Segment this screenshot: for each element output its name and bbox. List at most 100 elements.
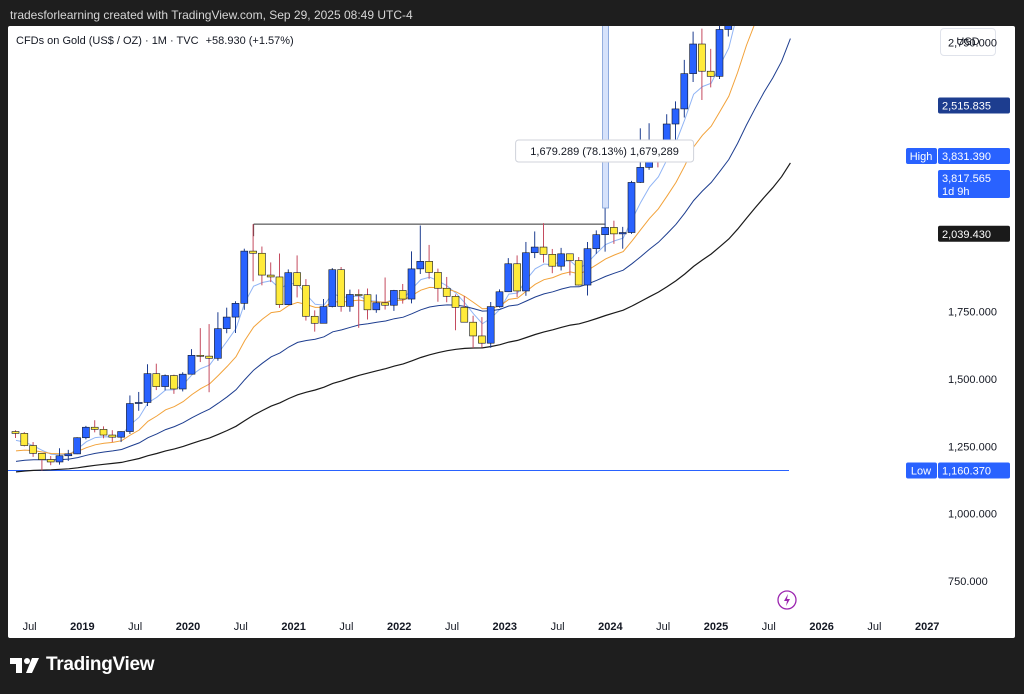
candle-body: [636, 167, 645, 183]
candle-body: [143, 373, 152, 403]
price-chart[interactable]: 4,500.0004,250.0004,000.0003,500.0002,75…: [8, 26, 1015, 638]
chart-credit: tradesforlearning created with TradingVi…: [10, 8, 413, 22]
tradingview-brand[interactable]: TradingView: [10, 654, 155, 676]
candle-body: [328, 269, 337, 307]
x-tick-label: 2020: [176, 621, 200, 633]
candle-body: [266, 274, 275, 278]
candle-body: [372, 302, 381, 311]
candle-body: [73, 437, 81, 455]
candle-body: [90, 426, 99, 430]
candle-body: [689, 43, 697, 74]
price-label: 1,160.370: [942, 465, 991, 477]
candle-body: [258, 252, 266, 276]
candle-body: [170, 375, 178, 390]
candle-body: [680, 73, 689, 110]
candle-body: [425, 261, 433, 273]
y-tick-label: 2,750.000: [948, 37, 997, 49]
candle-body: [504, 263, 513, 293]
x-tick-label: 2025: [704, 621, 728, 633]
x-tick-label: 2026: [809, 621, 833, 633]
candle-body: [82, 426, 90, 439]
x-tick-label: 2019: [70, 621, 94, 633]
x-tick-label: Jul: [339, 621, 353, 633]
candle-body: [20, 433, 29, 446]
candle-body: [64, 453, 73, 457]
price-tag-label: Low: [911, 465, 931, 477]
symbol-title: CFDs on Gold (US$ / OZ) · 1M · TVC: [16, 35, 199, 47]
x-tick-label: Jul: [445, 621, 459, 633]
candle-body: [495, 291, 504, 307]
candle-body: [618, 232, 627, 235]
chart-panel[interactable]: CFDs on Gold (US$ / OZ) · 1M · TVC +58.9…: [8, 26, 1015, 638]
candle-body: [451, 296, 460, 308]
candle-body: [390, 290, 398, 306]
candle-body: [152, 373, 161, 387]
candle-body: [724, 26, 733, 30]
candle-body: [214, 328, 222, 359]
lightning-glyph-icon: [784, 594, 790, 606]
candle-body: [284, 272, 293, 305]
candle-body: [416, 261, 425, 270]
candle-body: [557, 253, 565, 267]
candle-body: [601, 227, 609, 235]
candle-body: [610, 227, 618, 235]
price-label: 2,515.835: [942, 100, 991, 112]
candle-body: [592, 234, 601, 249]
measure-range: [602, 26, 609, 209]
x-tick-label: 2024: [598, 621, 623, 633]
moving-average-line: [15, 26, 735, 456]
y-tick-label: 1,000.000: [948, 509, 997, 521]
candle-body: [222, 316, 231, 329]
candle-body: [698, 43, 706, 72]
y-tick-label: 1,250.000: [948, 441, 997, 453]
candle-body: [240, 250, 249, 304]
candle-body: [187, 355, 196, 375]
x-tick-label: Jul: [128, 621, 142, 633]
candle-body: [231, 303, 240, 318]
candle-body: [469, 321, 477, 337]
candle-body: [381, 302, 389, 306]
candle-body: [706, 70, 715, 77]
candle-body: [566, 253, 574, 261]
candle-body: [161, 375, 169, 387]
candle-body: [205, 355, 213, 359]
candle-body: [434, 272, 442, 289]
price-tag-box: [906, 148, 937, 164]
price-label-box: [938, 170, 1010, 198]
candle-body: [522, 252, 530, 292]
candle-body: [715, 29, 724, 77]
candle-body: [11, 431, 20, 434]
x-tick-label: Jul: [867, 621, 881, 633]
price-label: 3,831.390: [942, 151, 991, 163]
candle-body: [460, 307, 469, 323]
moving-average-line: [15, 26, 755, 455]
candle-body: [478, 335, 486, 344]
x-tick-label: 2021: [281, 621, 305, 633]
price-label-box: [938, 97, 1010, 114]
candle-body: [354, 294, 363, 296]
price-label: 3,817.565: [942, 173, 991, 185]
price-label-box: [938, 225, 1010, 242]
price-label-countdown: 1d 9h: [942, 186, 970, 198]
candle-body: [29, 445, 37, 454]
currency-selector[interactable]: USD: [940, 28, 996, 56]
x-tick-label: Jul: [23, 621, 37, 633]
candle-body: [46, 459, 55, 463]
x-tick-label: Jul: [234, 621, 248, 633]
candle-body: [55, 455, 64, 463]
candle-body: [310, 315, 319, 324]
candle-body: [513, 263, 521, 292]
price-tag-label: High: [910, 151, 933, 163]
x-tick-label: 2022: [387, 621, 411, 633]
x-tick-label: Jul: [656, 621, 670, 633]
candle-body: [275, 276, 284, 305]
y-tick-label: 750.000: [948, 576, 988, 588]
x-tick-label: 2027: [915, 621, 939, 633]
tradingview-logo-icon: [10, 658, 39, 673]
candle-body: [530, 246, 539, 254]
moving-average-line: [15, 162, 791, 473]
measure-label: 1,679.289 (78.13%) 1,679,289: [530, 146, 679, 158]
candle-body: [302, 285, 310, 317]
candle-body: [196, 355, 205, 357]
symbol-info: CFDs on Gold (US$ / OZ) · 1M · TVC +58.9…: [16, 35, 294, 47]
